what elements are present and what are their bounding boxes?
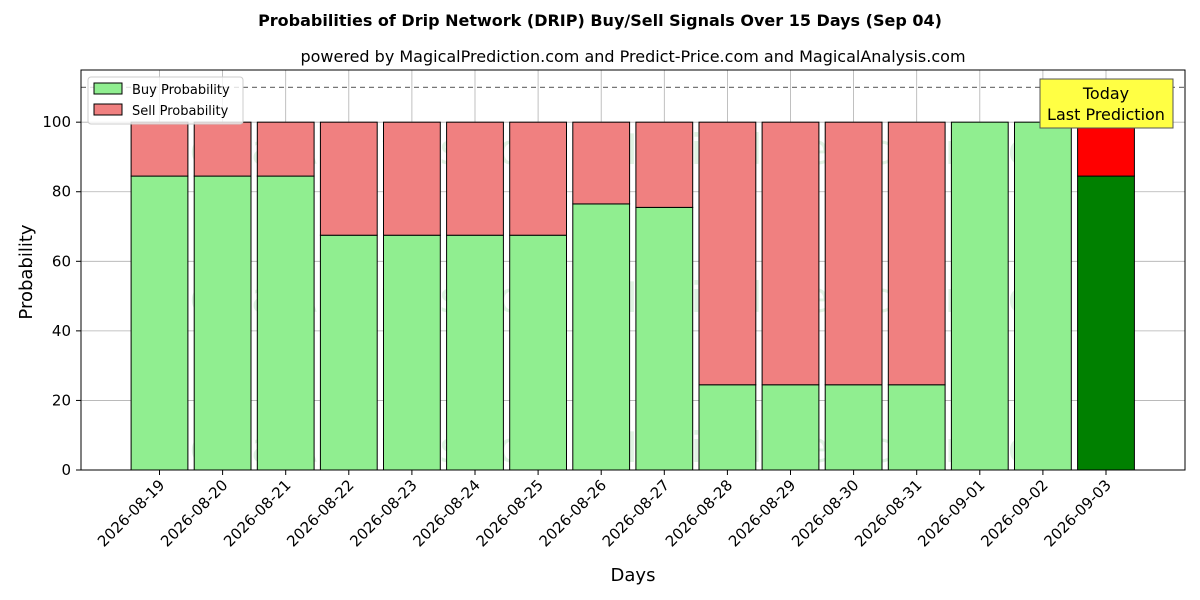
bar-buy	[761, 384, 820, 471]
y-tick-label: 40	[52, 322, 71, 340]
x-tick-label: 2026-08-28	[662, 476, 736, 550]
x-tick-label: 2026-08-19	[94, 476, 168, 550]
x-tick-label: 2026-08-20	[157, 476, 231, 550]
y-tick-label: 20	[52, 391, 71, 409]
x-tick-label: 2026-08-26	[536, 476, 610, 550]
x-axis-label: Days	[611, 565, 656, 586]
bar-sell	[887, 121, 946, 386]
annotation-line-2: Last Prediction	[1047, 105, 1165, 124]
bar-sell	[193, 121, 252, 177]
legend-label-buy: Buy Probability	[132, 83, 230, 98]
bar-buy	[319, 234, 378, 471]
chart-subtitle: powered by MagicalPrediction.com and Pre…	[300, 47, 965, 66]
bar-sell	[761, 121, 820, 386]
x-tick-label: 2026-09-01	[914, 476, 988, 550]
y-tick-label: 0	[61, 461, 71, 479]
legend: Buy Probability Sell Probability	[87, 76, 244, 125]
x-tick-label: 2026-08-24	[409, 476, 483, 550]
y-tick-label: 60	[52, 252, 71, 270]
bar-sell	[130, 121, 189, 177]
bar-buy	[256, 175, 315, 471]
today-annotation: Today Last Prediction	[1039, 78, 1174, 129]
x-tick-label: 2026-09-03	[1040, 476, 1114, 550]
bar-buy	[1014, 121, 1072, 471]
annotation-box	[1039, 78, 1174, 129]
bar-buy	[446, 234, 504, 471]
bar-sell	[256, 121, 315, 177]
bar-sell	[383, 121, 441, 236]
bar-buy	[950, 121, 1009, 471]
x-tick-label: 2026-08-22	[283, 476, 357, 550]
legend-swatch-buy	[93, 82, 123, 95]
y-axis-label: Probability	[16, 224, 37, 319]
x-tick-label: 2026-09-02	[977, 476, 1051, 550]
bar-buy	[887, 384, 946, 471]
bar-buy	[698, 384, 757, 471]
bar-sell	[446, 121, 504, 236]
bar-buy	[572, 203, 631, 471]
x-tick-label: 2026-08-21	[220, 476, 294, 550]
bar-buy	[193, 175, 252, 471]
legend-label-sell: Sell Probability	[132, 104, 229, 119]
x-tick-label: 2026-08-23	[346, 476, 420, 550]
legend-box	[87, 76, 244, 125]
y-tick-label: 80	[52, 183, 71, 201]
bars	[130, 121, 1135, 471]
bar-sell	[824, 121, 883, 386]
bar-buy	[635, 206, 694, 471]
bar-sell	[635, 121, 694, 208]
x-tick-label: 2026-08-30	[788, 476, 862, 550]
chart-title: Probabilities of Drip Network (DRIP) Buy…	[258, 11, 942, 30]
y-tick-label: 100	[42, 113, 71, 131]
x-tick-label: 2026-08-25	[473, 476, 547, 550]
annotation-line-1: Today	[1082, 84, 1129, 103]
legend-swatch-sell	[93, 103, 123, 116]
x-tick-label: 2026-08-27	[599, 476, 673, 550]
x-tick-label: 2026-08-29	[725, 476, 799, 550]
bar-buy	[383, 234, 441, 471]
bar-sell	[572, 121, 631, 205]
bar-buy	[824, 384, 883, 471]
bar-sell	[698, 121, 757, 386]
x-tick-label: 2026-08-31	[851, 476, 925, 550]
bar-sell	[319, 121, 378, 236]
bar-sell	[1077, 121, 1135, 177]
bar-sell	[509, 121, 568, 236]
bar-buy	[509, 234, 568, 471]
plot-frame	[80, 69, 1186, 471]
bar-buy	[130, 175, 189, 471]
bar-buy	[1077, 175, 1135, 471]
